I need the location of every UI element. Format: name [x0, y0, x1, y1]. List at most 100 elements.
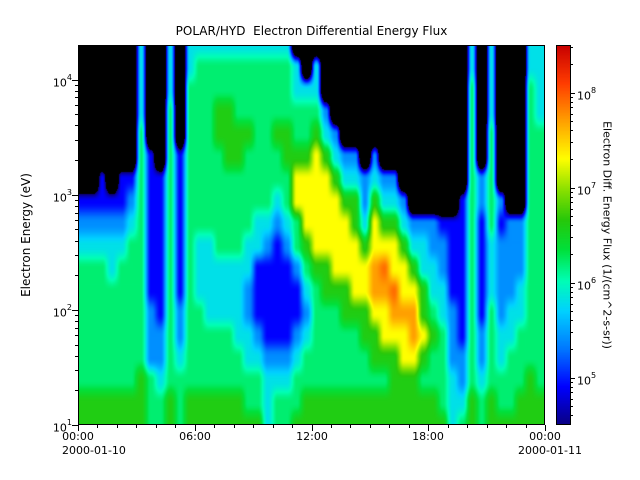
colorbar-major-tick: [571, 378, 575, 379]
colorbar-canvas: [556, 45, 571, 425]
x-minor-tick: [97, 425, 98, 428]
y-axis-label: Electron Energy (eV): [19, 173, 33, 297]
y-minor-tick: [75, 97, 78, 98]
y-minor-tick: [75, 390, 78, 391]
y-major-tick: [72, 195, 78, 196]
colorbar-minor-tick: [571, 216, 573, 217]
y-minor-tick: [75, 255, 78, 256]
y-major-tick: [72, 310, 78, 311]
colorbar-minor-tick: [571, 304, 573, 305]
colorbar-minor-tick: [571, 349, 573, 350]
colorbar-minor-tick: [571, 47, 573, 48]
x-minor-tick: [175, 425, 176, 428]
y-tick-label: 102: [52, 303, 72, 320]
colorbar-minor-tick: [571, 332, 573, 333]
x-minor-tick: [409, 425, 410, 428]
x-minor-tick: [117, 425, 118, 428]
x-minor-tick: [487, 425, 488, 428]
x-minor-tick: [350, 425, 351, 428]
y-minor-tick: [75, 241, 78, 242]
colorbar-tick-label: 108: [577, 86, 597, 103]
y-minor-tick: [75, 85, 78, 86]
colorbar-minor-tick: [571, 197, 573, 198]
chart-title: POLAR/HYD Electron Differential Energy F…: [175, 24, 448, 38]
colorbar-minor-tick: [571, 114, 573, 115]
x-major-tick: [78, 425, 79, 431]
colorbar-minor-tick: [571, 287, 573, 288]
colorbar-tick-label: 105: [577, 371, 597, 388]
x-major-tick: [195, 425, 196, 431]
y-minor-tick: [75, 345, 78, 346]
x-minor-tick: [506, 425, 507, 428]
y-minor-tick: [75, 140, 78, 141]
colorbar-minor-tick: [571, 121, 573, 122]
colorbar-minor-tick: [571, 97, 573, 98]
y-minor-tick: [75, 321, 78, 322]
colorbar-minor-tick: [571, 237, 573, 238]
x-minor-tick: [273, 425, 274, 428]
colorbar-tick-label: 107: [577, 181, 597, 198]
colorbar-minor-tick: [571, 387, 573, 388]
x-major-tick: [428, 425, 429, 431]
y-minor-tick: [75, 200, 78, 201]
x-minor-tick: [253, 425, 254, 428]
colorbar-tick-label: 106: [577, 276, 597, 293]
y-minor-tick: [75, 315, 78, 316]
x-minor-tick: [136, 425, 137, 428]
y-minor-tick: [75, 213, 78, 214]
colorbar-minor-tick: [571, 399, 573, 400]
x-minor-tick: [370, 425, 371, 428]
colorbar-minor-tick: [571, 406, 573, 407]
colorbar-minor-tick: [571, 311, 573, 312]
colorbar-label: Electron Diff. Energy Flux (1/(cm^2-s-sr…: [600, 121, 614, 349]
y-minor-tick: [75, 114, 78, 115]
colorbar-minor-tick: [571, 297, 573, 298]
x-minor-tick: [292, 425, 293, 428]
colorbar-minor-tick: [571, 320, 573, 321]
y-minor-tick: [75, 125, 78, 126]
colorbar-minor-tick: [571, 142, 573, 143]
colorbar-minor-tick: [571, 102, 573, 103]
y-minor-tick: [75, 160, 78, 161]
colorbar-minor-tick: [571, 107, 573, 108]
y-minor-tick: [75, 220, 78, 221]
colorbar-minor-tick: [571, 254, 573, 255]
x-tick-label: 06:00: [179, 430, 211, 443]
x-major-tick: [312, 425, 313, 431]
colorbar-minor-tick: [571, 192, 573, 193]
colorbar-major-tick: [571, 188, 575, 189]
x-tick-label: 18:00: [412, 430, 444, 443]
colorbar-minor-tick: [571, 225, 573, 226]
colorbar-minor-tick: [571, 209, 573, 210]
x-axis-date-left: 2000-01-10: [62, 444, 126, 457]
y-tick-label: 104: [52, 73, 72, 90]
y-tick-label: 103: [52, 188, 72, 205]
y-minor-tick: [75, 275, 78, 276]
colorbar-minor-tick: [571, 292, 573, 293]
colorbar-major-tick: [571, 93, 575, 94]
x-tick-label: 00:00: [529, 430, 561, 443]
y-minor-tick: [75, 229, 78, 230]
y-minor-tick: [75, 91, 78, 92]
y-major-tick: [72, 425, 78, 426]
spectrogram-canvas: [78, 45, 545, 425]
y-minor-tick: [75, 335, 78, 336]
colorbar-minor-tick: [571, 64, 573, 65]
colorbar-minor-tick: [571, 392, 573, 393]
x-axis-date-right: 2000-01-11: [518, 444, 582, 457]
y-minor-tick: [75, 370, 78, 371]
x-tick-label: 00:00: [62, 430, 94, 443]
x-minor-tick: [389, 425, 390, 428]
x-major-tick: [545, 425, 546, 431]
x-minor-tick: [448, 425, 449, 428]
y-minor-tick: [75, 206, 78, 207]
y-minor-tick: [75, 105, 78, 106]
y-minor-tick: [75, 356, 78, 357]
colorbar-minor-tick: [571, 159, 573, 160]
colorbar-minor-tick: [571, 382, 573, 383]
colorbar-minor-tick: [571, 202, 573, 203]
x-tick-label: 12:00: [296, 430, 328, 443]
y-major-tick: [72, 80, 78, 81]
colorbar-minor-tick: [571, 415, 573, 416]
